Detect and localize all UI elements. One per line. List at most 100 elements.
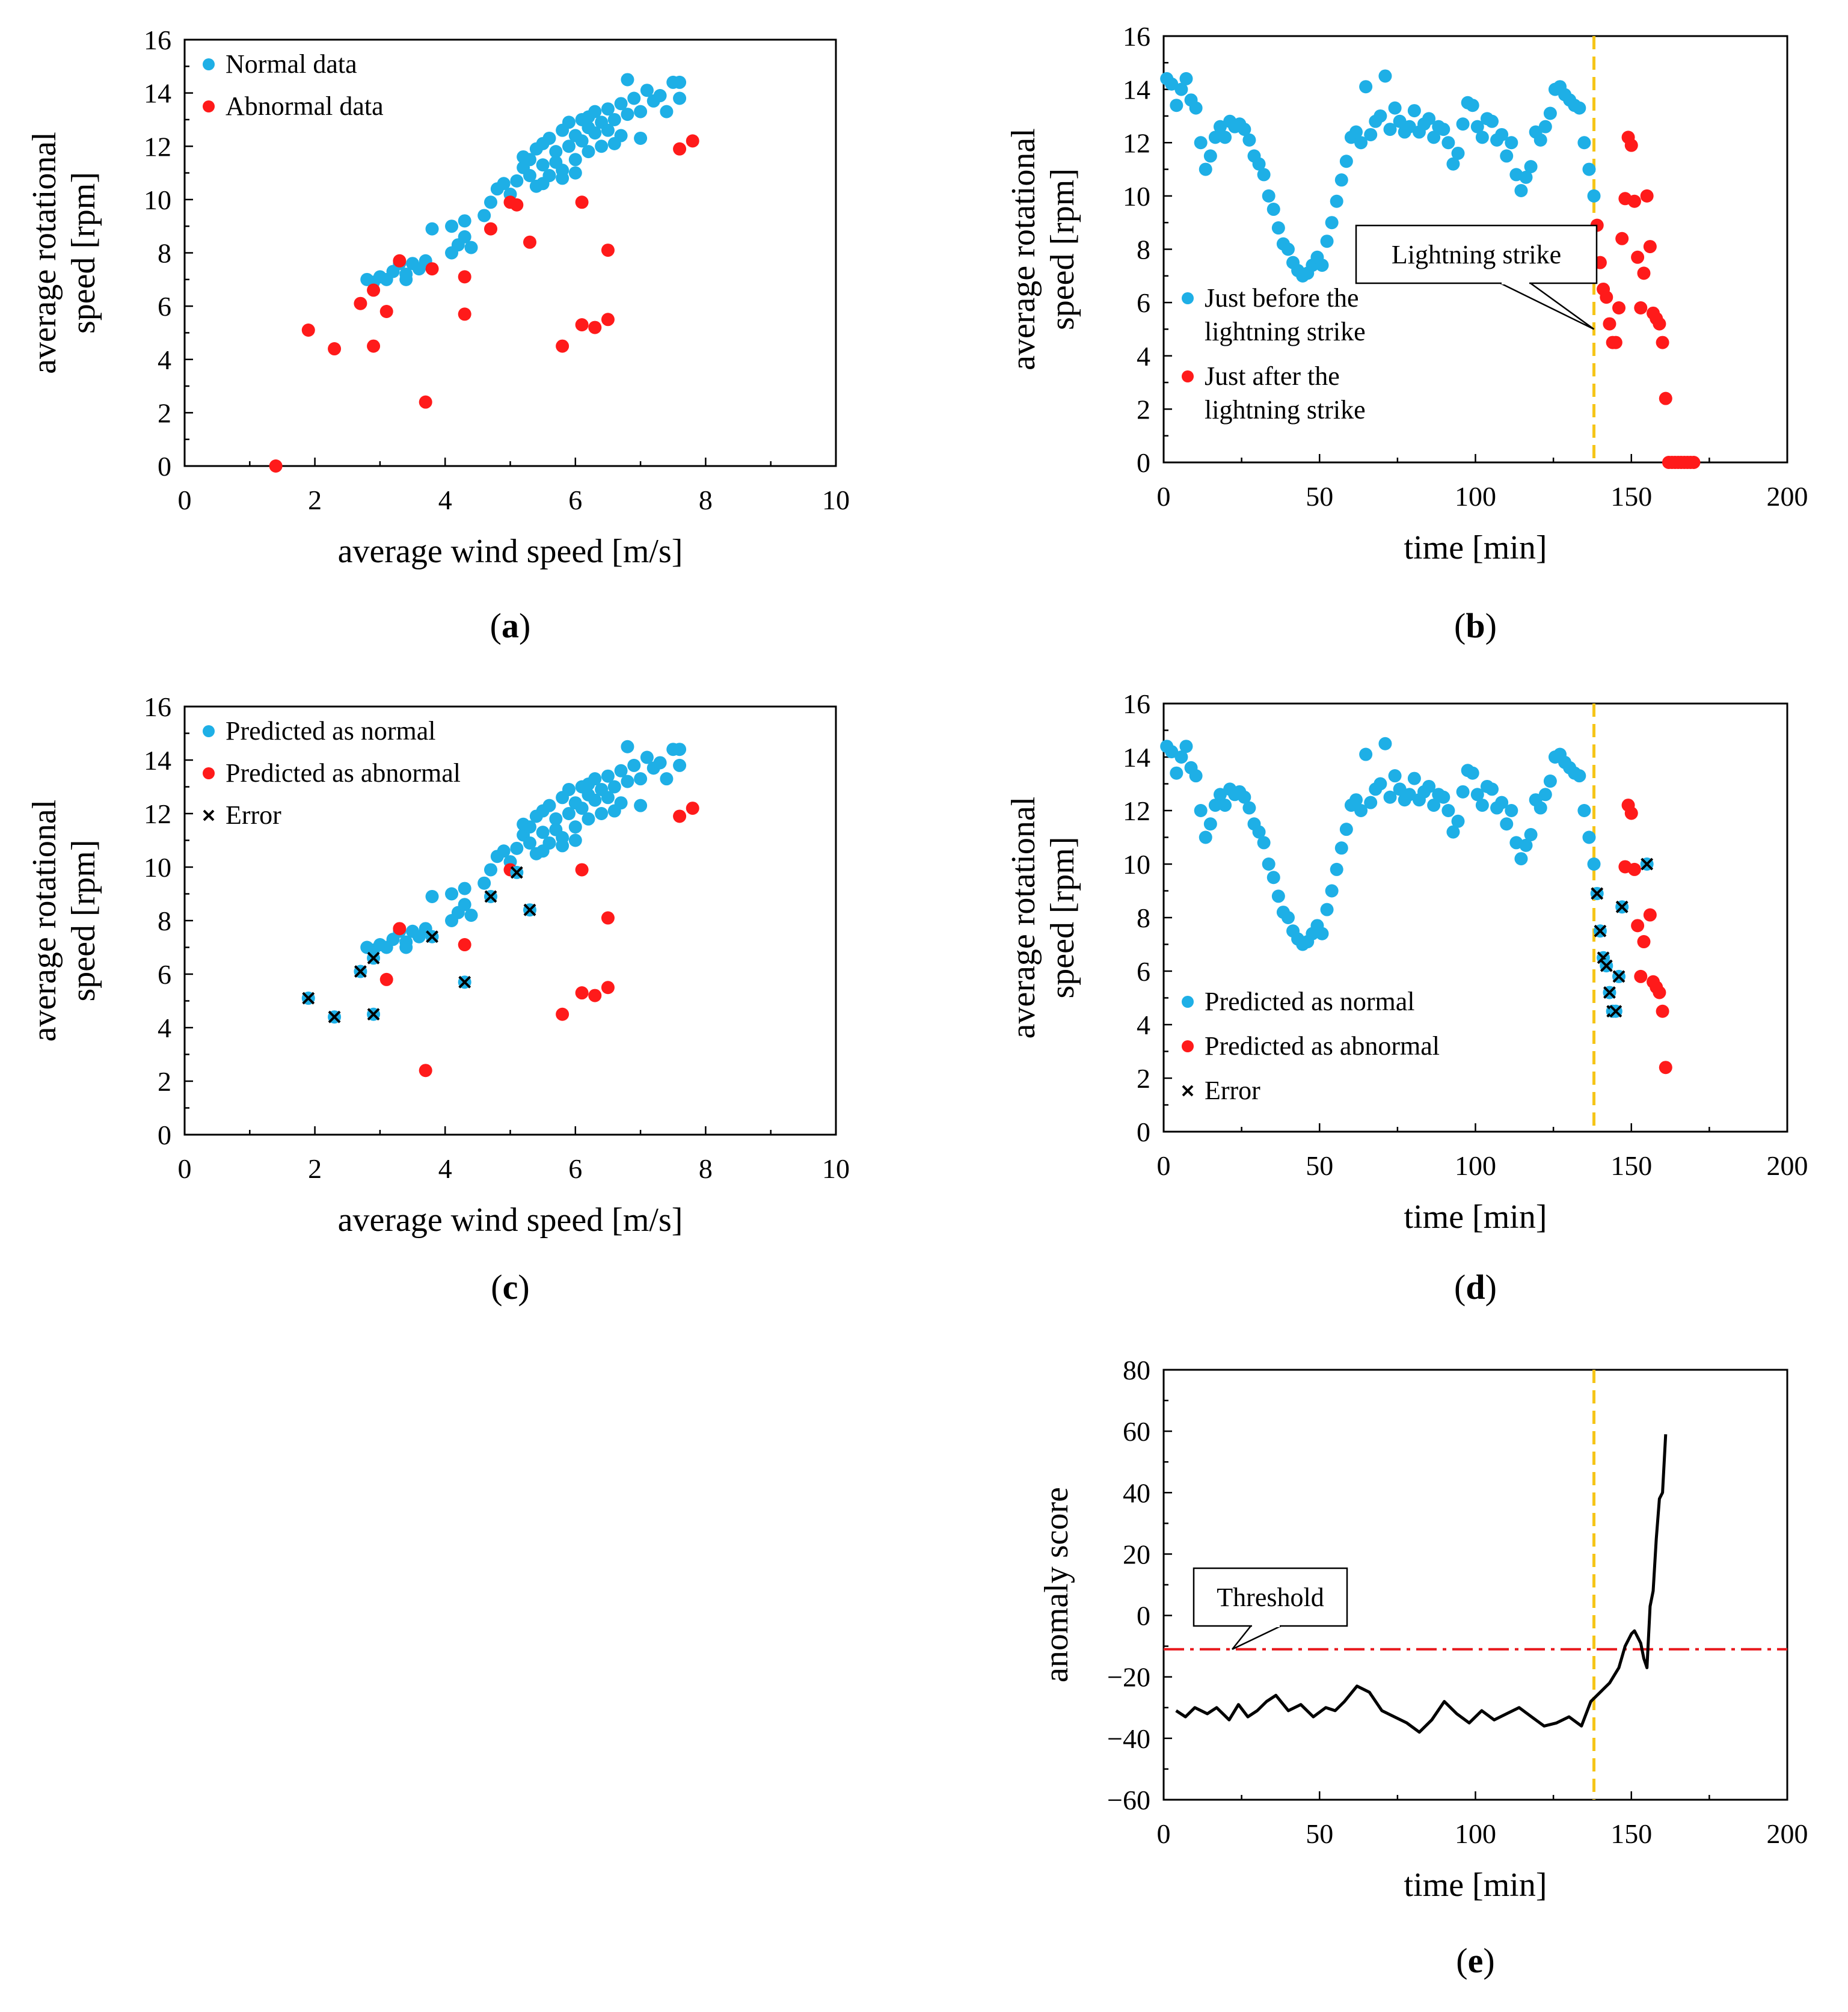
before-strike-point — [1470, 120, 1484, 133]
legend-swatch — [203, 767, 215, 779]
caption-close-paren: ) — [1483, 1941, 1494, 1980]
abnormal-point — [419, 395, 432, 409]
caption-letter: b — [1466, 606, 1485, 645]
error-point — [1609, 1005, 1622, 1018]
before-strike-point — [1179, 72, 1193, 85]
normal-point — [445, 219, 459, 233]
predicted-normal-point — [653, 756, 667, 770]
before-strike-point — [1242, 133, 1256, 147]
normal-point — [568, 153, 582, 167]
before-strike-point — [1325, 216, 1339, 230]
x-tick-label: 100 — [1455, 481, 1496, 512]
abnormal-point — [686, 134, 699, 148]
legend-label: Just after the — [1205, 361, 1340, 391]
y-tick-label: 6 — [1137, 287, 1150, 318]
predicted-abnormal-point — [601, 911, 615, 925]
predicted-normal-point — [1257, 836, 1271, 850]
normal-point — [582, 145, 595, 159]
predicted-normal-point — [1383, 790, 1397, 804]
legend-label: Predicted as abnormal — [226, 758, 461, 788]
abnormal-point — [588, 321, 602, 334]
before-strike-point — [1378, 69, 1392, 83]
predicted-abnormal-point — [1624, 806, 1638, 820]
predicted-normal-point — [1466, 766, 1479, 780]
legend-label: lightning strike — [1205, 317, 1366, 346]
caption-letter: c — [503, 1268, 518, 1307]
predicted-normal-point — [1577, 804, 1591, 817]
abnormal-point — [510, 198, 524, 212]
y-tick-label: 2 — [1137, 394, 1150, 425]
predicted-normal-point — [1407, 771, 1421, 785]
y-tick-label: 14 — [1123, 742, 1150, 773]
before-strike-point — [1573, 101, 1586, 115]
before-strike-point — [1427, 130, 1441, 144]
y-tick-label: 16 — [144, 25, 171, 55]
panel-caption: (b) — [1454, 606, 1497, 645]
predicted-normal-point — [1218, 799, 1232, 812]
predicted-normal-point — [458, 882, 471, 895]
abnormal-point — [379, 304, 393, 318]
y-tick-label: 10 — [1123, 181, 1150, 212]
predicted-normal-point — [1402, 788, 1416, 802]
predicted-normal-point — [1203, 817, 1217, 831]
y-tick-label: 0 — [1137, 1117, 1150, 1147]
caption-close-paren: ) — [519, 606, 530, 645]
predicted-normal-point — [627, 758, 641, 772]
legend-swatch — [1182, 370, 1194, 382]
x-tick-label: 100 — [1455, 1818, 1496, 1849]
before-strike-point — [1543, 106, 1557, 120]
normal-point — [607, 112, 621, 126]
normal-point — [458, 214, 471, 228]
predicted-normal-point — [1378, 737, 1392, 750]
predicted-normal-point — [510, 841, 524, 855]
legend-label: Normal data — [226, 49, 357, 79]
predicted-normal-point — [464, 909, 478, 922]
predicted-abnormal-point — [1627, 862, 1641, 876]
before-strike-point — [1320, 235, 1334, 248]
predicted-normal-point — [568, 820, 582, 834]
y-tick-label: 4 — [1137, 341, 1150, 372]
y-tick-label: 60 — [1123, 1416, 1150, 1447]
normal-point — [510, 174, 524, 188]
before-strike-point — [1213, 120, 1227, 133]
x-tick-label: 8 — [699, 1153, 713, 1184]
legend-label: Abnormal data — [226, 91, 384, 121]
predicted-normal-point — [1475, 799, 1489, 812]
callout-pointer — [1500, 282, 1595, 330]
x-tick-label: 10 — [822, 485, 850, 515]
x-tick-label: 50 — [1306, 481, 1333, 512]
legend-swatch-x — [203, 809, 215, 821]
y-tick-label: 8 — [158, 906, 171, 936]
predicted-normal-point — [1500, 817, 1514, 831]
normal-point — [673, 75, 687, 89]
y-axis-label: speed [rpm] — [65, 839, 102, 1001]
before-strike-point — [1266, 203, 1280, 216]
abnormal-point — [484, 222, 498, 236]
y-tick-label: −20 — [1107, 1662, 1150, 1693]
callout-text: Threshold — [1217, 1583, 1324, 1612]
abnormal-point — [425, 262, 439, 276]
predicted-normal-point — [621, 774, 634, 788]
before-strike-point — [1281, 242, 1295, 256]
before-strike-point — [1364, 127, 1378, 141]
panel-caption: (c) — [491, 1268, 529, 1307]
normal-point — [673, 91, 687, 105]
predicted-normal-point — [1456, 785, 1470, 799]
predicted-normal-point — [1374, 777, 1387, 791]
predicted-normal-point — [458, 898, 471, 912]
error-point — [1615, 900, 1629, 913]
before-strike-point — [1505, 136, 1518, 150]
panel-b: 0 50 100 150 200 0 2 4 6 8 10 12 14 16 time [min] avera… — [1005, 21, 1808, 645]
after-strike-point — [1653, 317, 1666, 331]
predicted-normal-point — [1538, 788, 1552, 802]
x-tick-label: 150 — [1610, 1818, 1652, 1849]
legend-swatch — [203, 100, 215, 112]
y-axis-label: average rotational — [26, 800, 63, 1042]
predicted-normal-point — [562, 807, 576, 820]
before-strike-point — [1252, 157, 1266, 171]
error-point — [302, 992, 315, 1005]
normal-point — [607, 136, 621, 150]
y-tick-label: 0 — [158, 1120, 171, 1150]
before-strike-point — [1407, 104, 1421, 118]
predicted-normal-point — [484, 863, 498, 877]
